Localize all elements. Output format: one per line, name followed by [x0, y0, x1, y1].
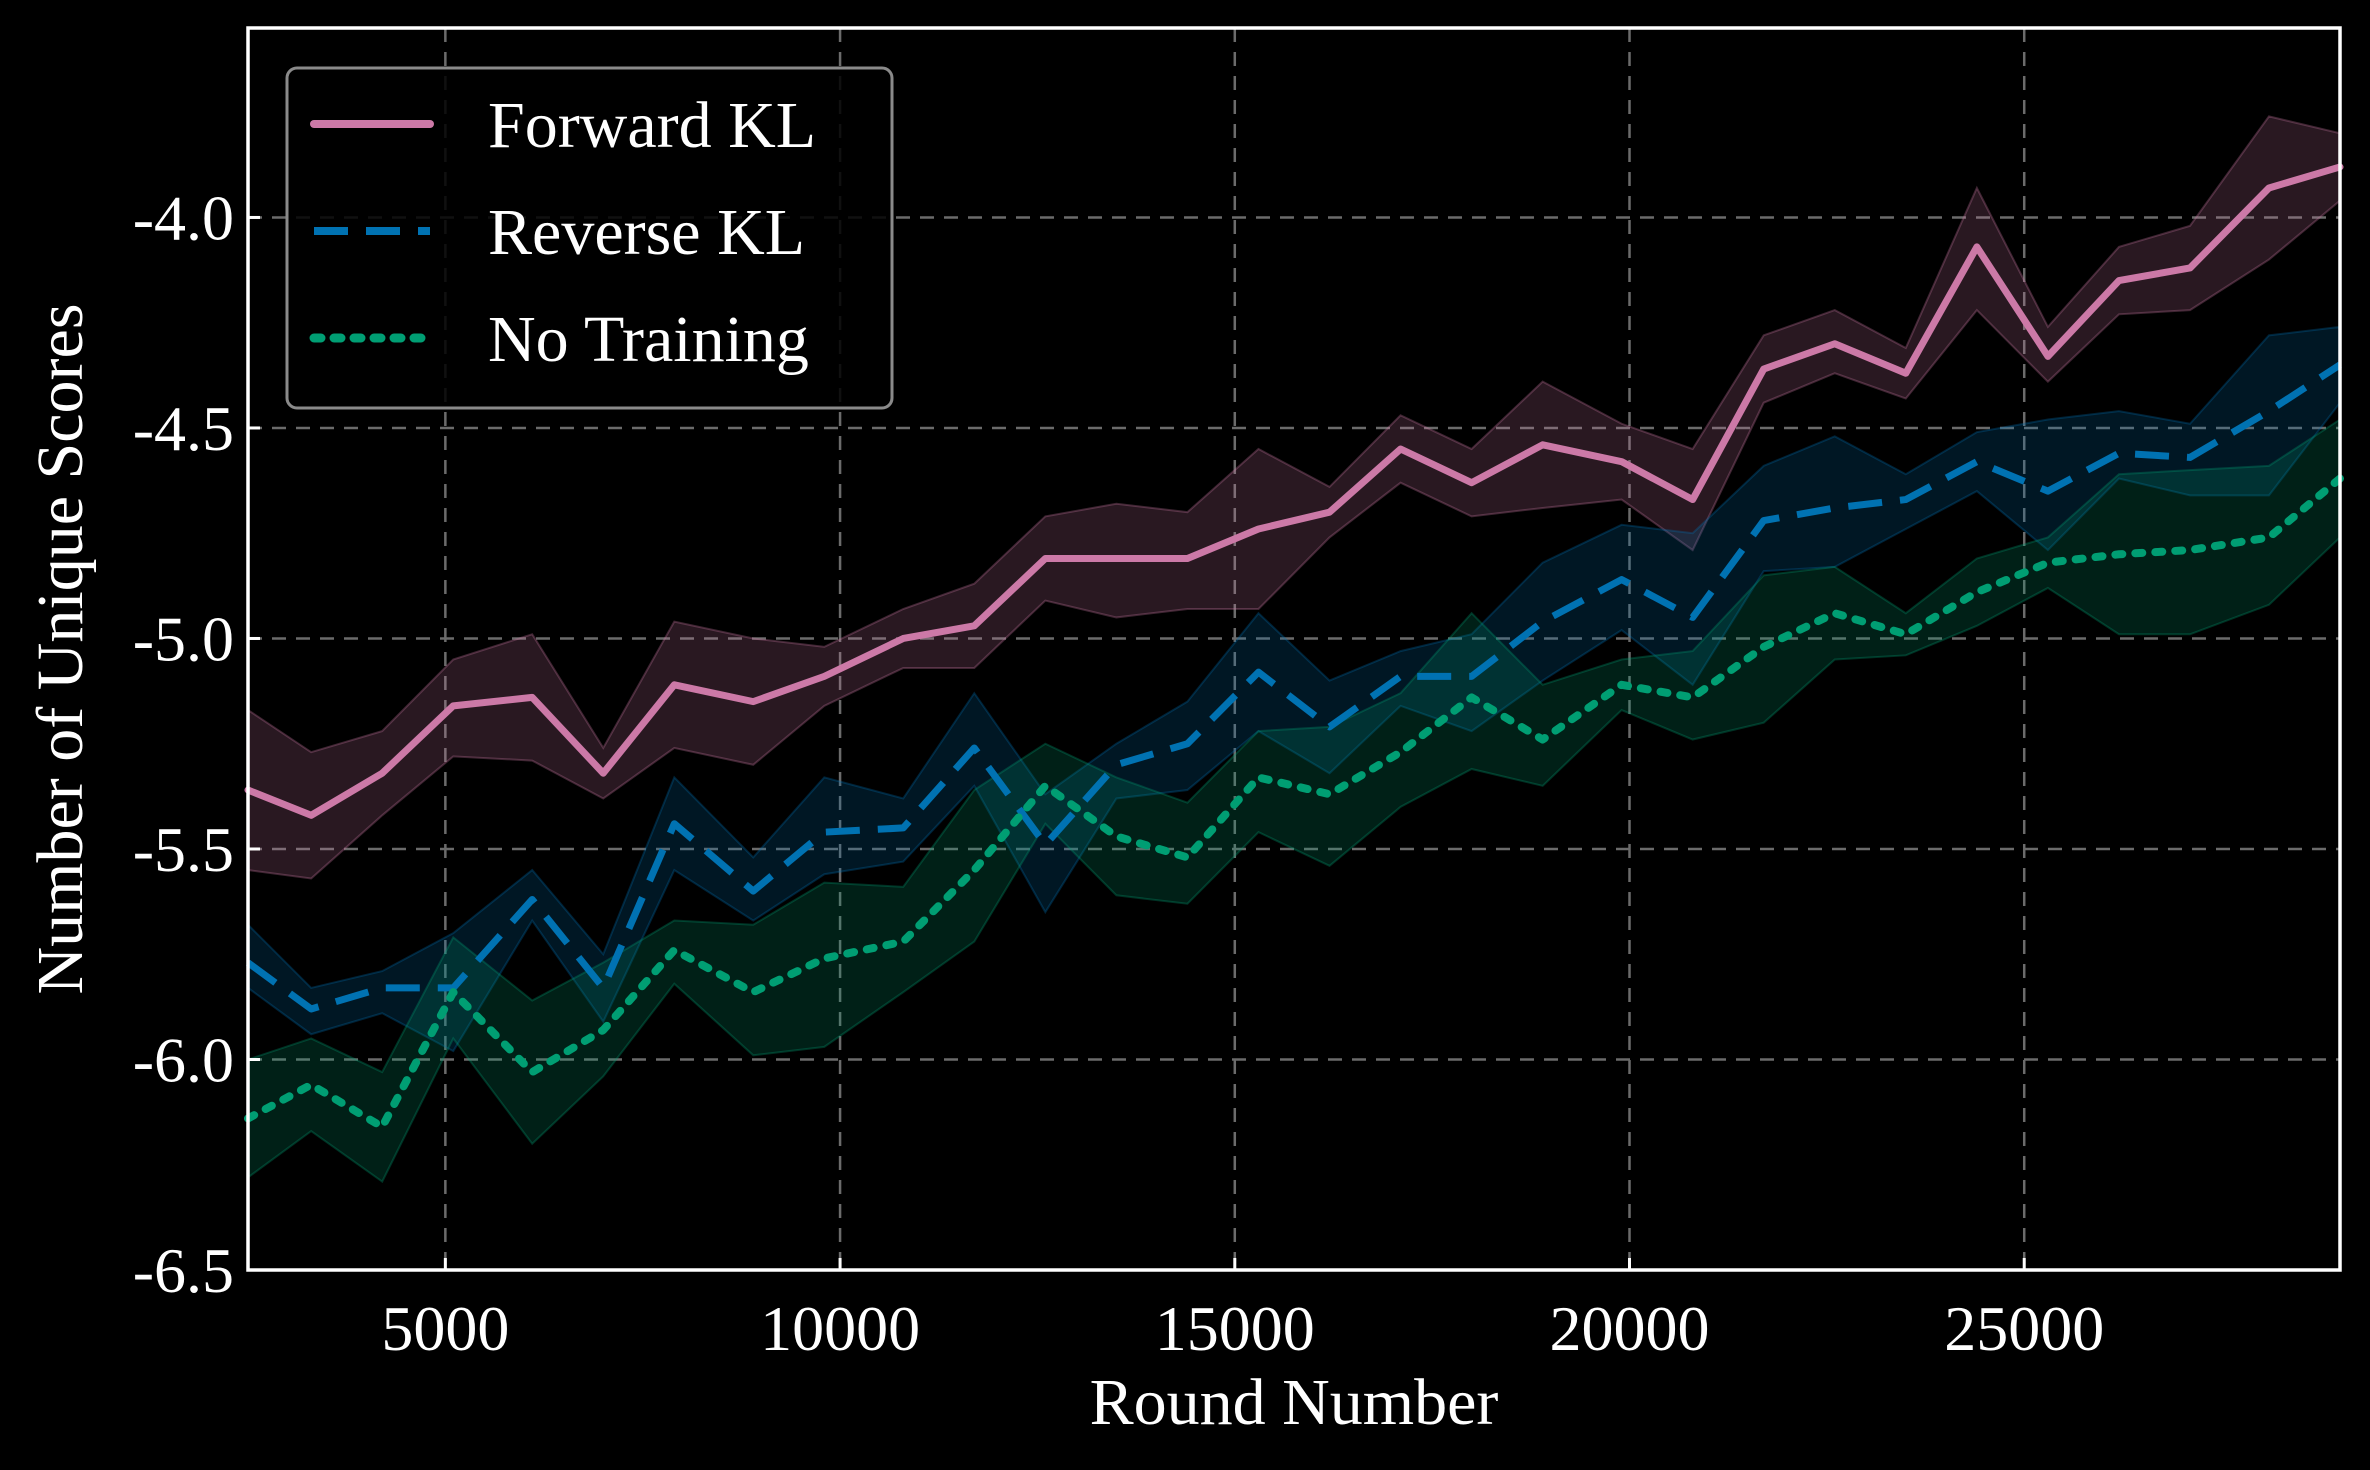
- legend-label-2: Reverse KL: [488, 196, 805, 269]
- series-line-2: [245, 361, 2342, 1013]
- tick-layer: 5000 10000 15000 20000 25000 -6.5 -6.0 -5.5 -5.0…: [133, 182, 2105, 1364]
- plot-frame: [246, 26, 2342, 1272]
- legend-label-1: Forward KL: [488, 89, 816, 162]
- legend-box: [285, 66, 894, 410]
- legend-label-3: No Training: [488, 303, 809, 376]
- y-tick-label: -6.0: [133, 1024, 234, 1095]
- series-lines: [244, 163, 2344, 1131]
- x-tick-label: 25000: [1944, 1293, 2104, 1364]
- legend: Forward KL Reverse KL No Training: [285, 66, 894, 410]
- y-tick-label: -5.0: [133, 603, 234, 674]
- x-tick-label: 5000: [381, 1293, 509, 1364]
- y-tick-label: -6.5: [133, 1235, 234, 1306]
- y-tick-label: -5.5: [133, 814, 234, 885]
- y-axis-label: Number of Unique Scores: [24, 303, 97, 994]
- y-tick-label: -4.0: [133, 182, 234, 253]
- y-tick-label: -4.5: [133, 393, 234, 464]
- x-tick-label: 10000: [760, 1293, 920, 1364]
- x-axis-label: Round Number: [1090, 1366, 1499, 1439]
- series-line-1: [244, 163, 2344, 819]
- x-tick-label: 20000: [1550, 1293, 1710, 1364]
- series-line-3: [244, 474, 2344, 1131]
- x-tick-label: 15000: [1155, 1293, 1315, 1364]
